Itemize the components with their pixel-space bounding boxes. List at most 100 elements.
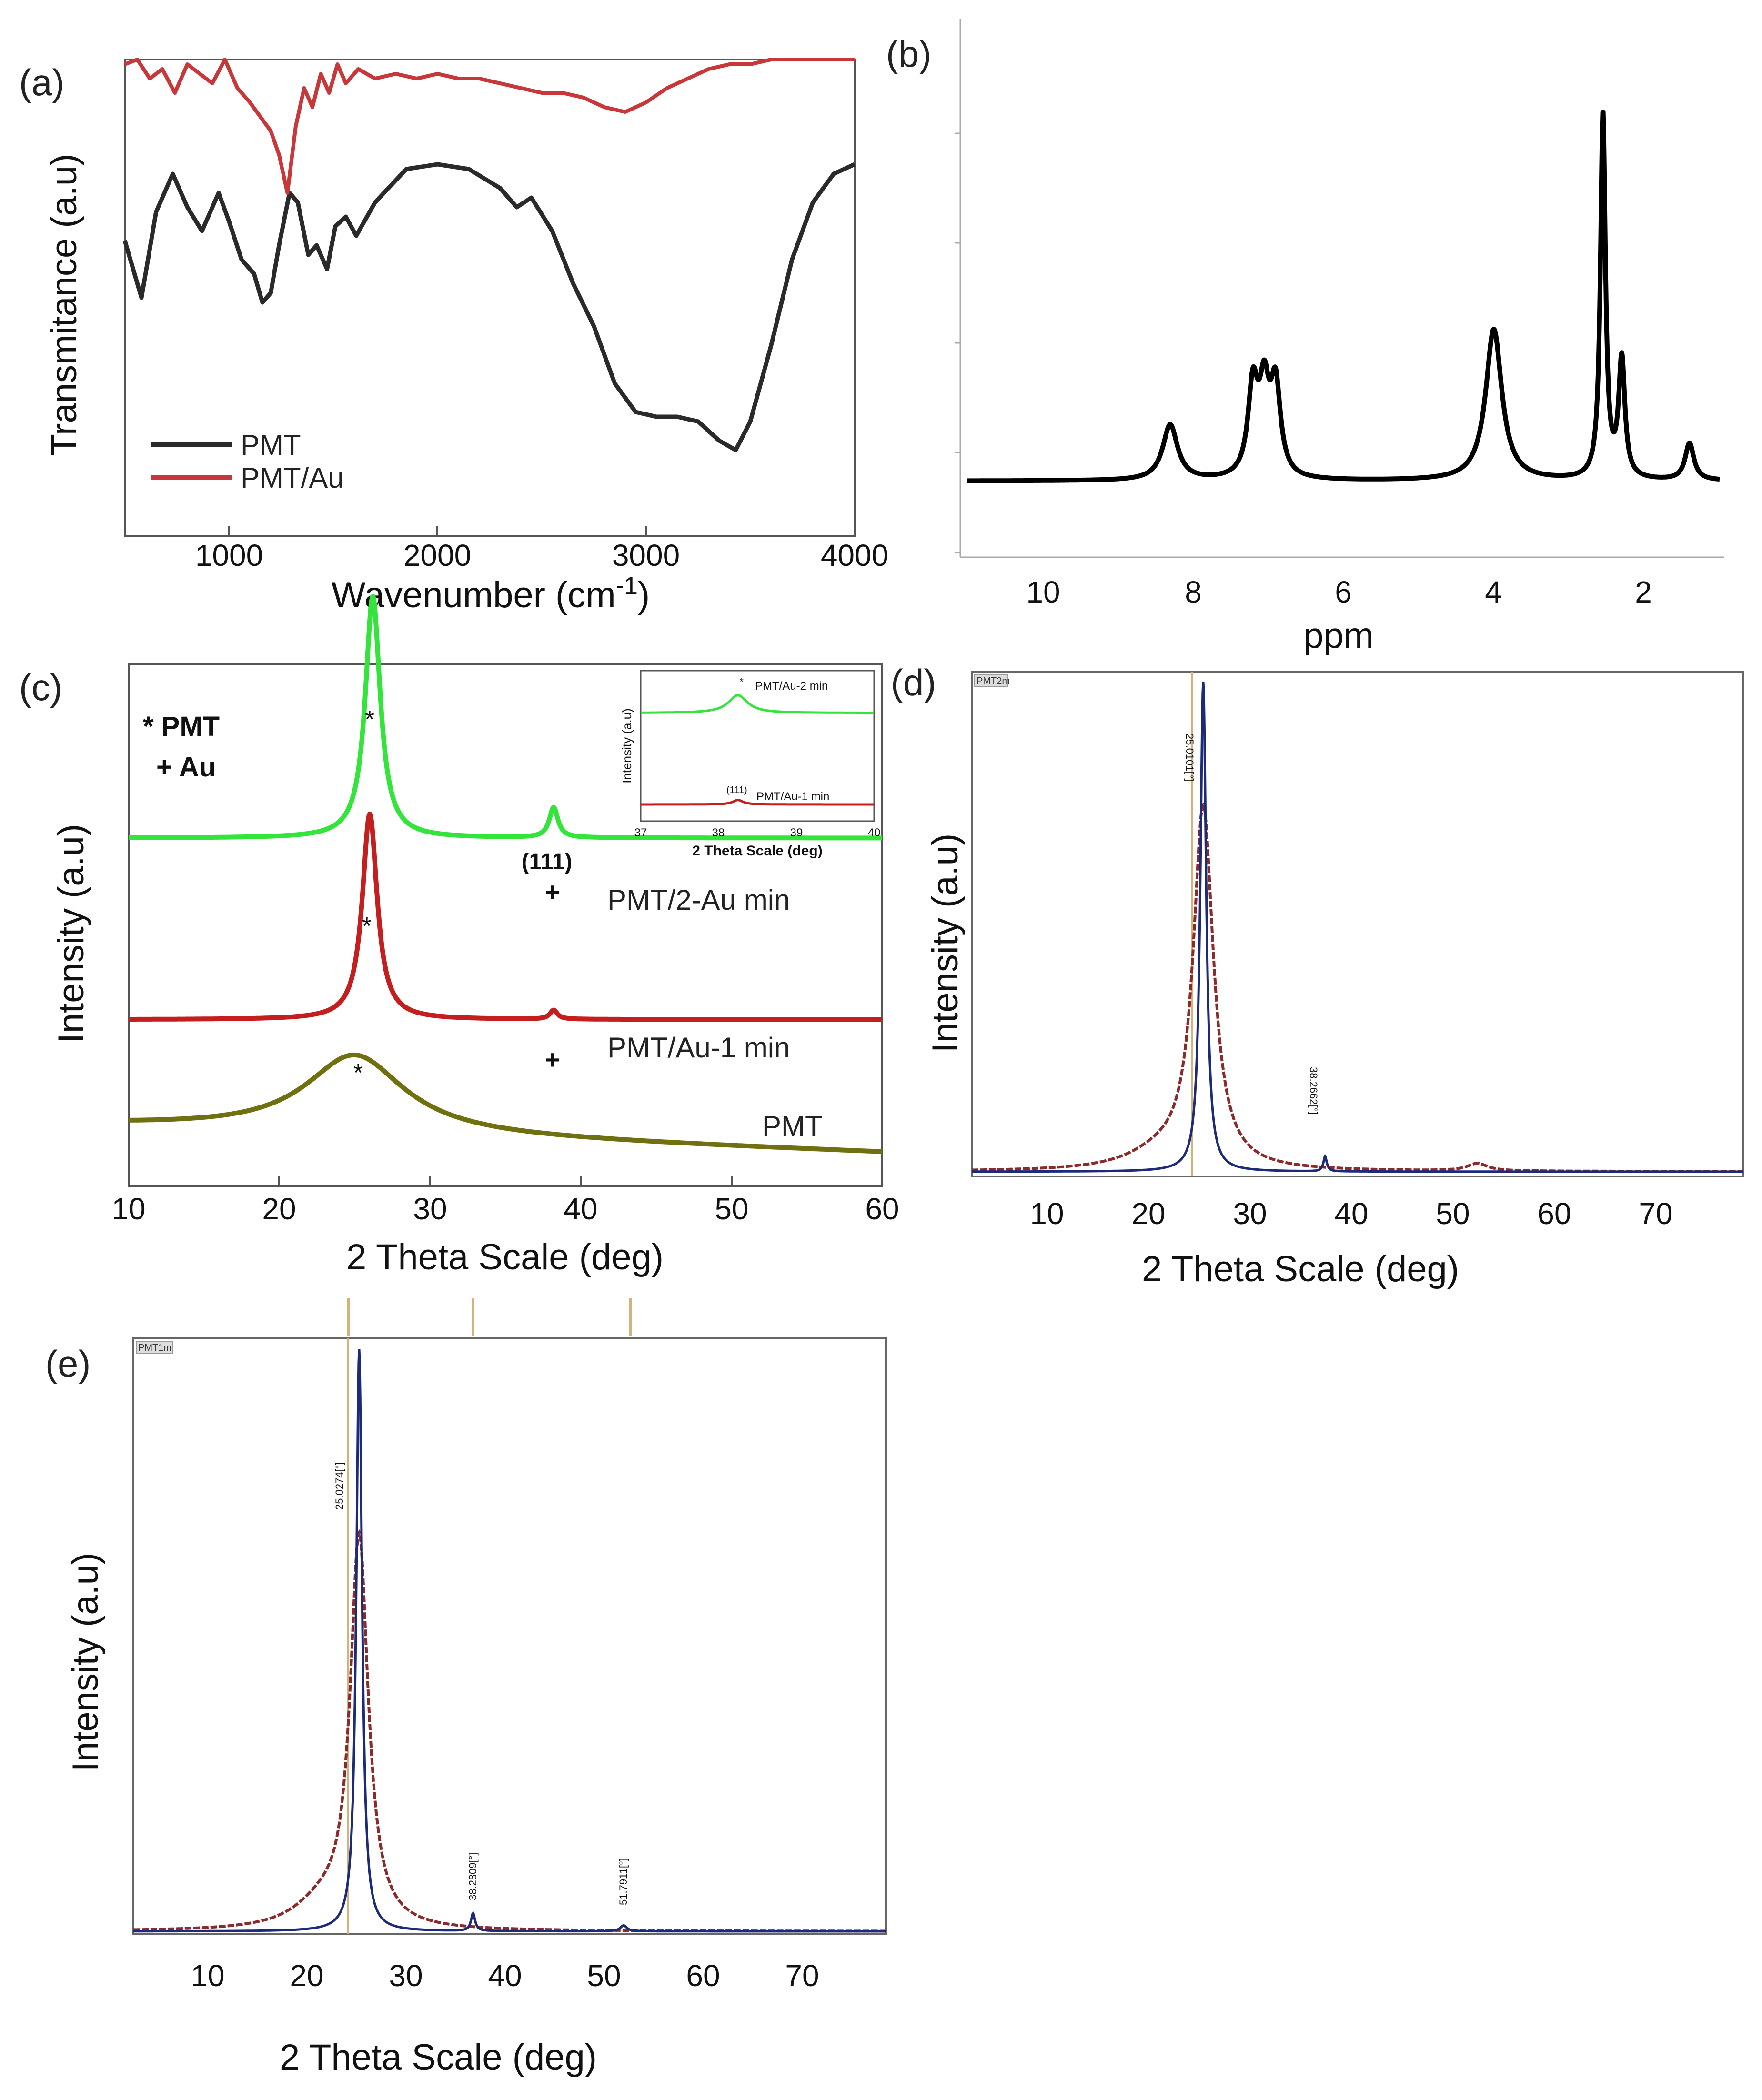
a-xtick-3000: 3000 bbox=[612, 538, 680, 573]
a-xtick-1000: 1000 bbox=[195, 538, 263, 573]
e-reference-marks bbox=[347, 1298, 632, 1336]
panel-a: (a) 1000 2000 3000 4000 Wavenumber (cm-1… bbox=[19, 58, 888, 615]
b-xtick-10: 10 bbox=[1026, 575, 1060, 609]
e-series-fit bbox=[133, 1529, 886, 1933]
c-inset-frame bbox=[640, 670, 875, 822]
d-header-tag: PMT2m bbox=[977, 676, 1010, 686]
c-inset-annotation-111: (111) bbox=[726, 785, 747, 795]
panel-b: (b) 10 8 6 4 2 ppm bbox=[886, 19, 1724, 656]
d-xtick-10: 10 bbox=[1030, 1196, 1064, 1231]
panel-c-frame bbox=[128, 663, 883, 1187]
c-annotation-star-low: * bbox=[353, 1059, 363, 1087]
a-xlabel: Wavenumber (cm-1) bbox=[332, 572, 650, 615]
c-inset-xtick-39: 39 bbox=[790, 826, 803, 839]
d-peak-label-2: 38.2662[°] bbox=[1308, 1067, 1319, 1115]
c-annotation-star-mid: * bbox=[362, 913, 372, 940]
d-xlabel: 2 Theta Scale (deg) bbox=[1142, 1249, 1459, 1289]
c-inset: PMT/Au-2 min PMT/Au-1 min (111) * 37 38 … bbox=[620, 670, 881, 859]
e-xtick-30: 30 bbox=[389, 1959, 423, 1993]
c-annotation-star-top: * bbox=[365, 706, 374, 733]
c-inset-annotation-star: * bbox=[740, 677, 744, 687]
panel-e-label: (e) bbox=[45, 1343, 91, 1385]
panel-d: (d) PMT2m 25.0101[°] 38.2662[°] 10 20 30… bbox=[891, 662, 1744, 1289]
a-legend: PMT PMT/Au bbox=[151, 429, 344, 494]
c-series-pmt bbox=[127, 1052, 884, 1154]
d-xtick-50: 50 bbox=[1436, 1196, 1470, 1231]
e-xlabel: 2 Theta Scale (deg) bbox=[280, 2037, 597, 2078]
d-xtick-40: 40 bbox=[1334, 1196, 1368, 1231]
e-peak-label-2: 38.2809[°] bbox=[467, 1852, 479, 1900]
a-series-pmt-au bbox=[124, 58, 855, 195]
c-label-pmt: PMT bbox=[762, 1110, 823, 1142]
c-xlabel: 2 Theta Scale (deg) bbox=[346, 1237, 664, 1277]
panel-d-frame bbox=[971, 671, 1744, 1177]
e-xtick-60: 60 bbox=[686, 1959, 720, 1993]
d-series-observed bbox=[972, 681, 1743, 1173]
panel-b-label: (b) bbox=[886, 33, 931, 75]
d-xtick-70: 70 bbox=[1639, 1196, 1672, 1231]
panel-c: (c) 10 20 30 40 50 60 2 Theta Scale (deg… bbox=[19, 594, 899, 1277]
c-marker-legend-pmt: * PMT bbox=[143, 711, 220, 742]
c-label-pmt-2-au: PMT/2-Au min bbox=[607, 884, 790, 916]
c-inset-xtick-40: 40 bbox=[868, 826, 881, 839]
panel-e-frame bbox=[132, 1337, 887, 1935]
d-xtick-30: 30 bbox=[1233, 1196, 1267, 1231]
a-xtick-2000: 2000 bbox=[403, 538, 471, 573]
b-xtick-2: 2 bbox=[1635, 575, 1652, 609]
e-peak-label-1: 25.0274[°] bbox=[333, 1462, 345, 1510]
c-annotation-111: (111) bbox=[522, 849, 573, 874]
c-annotation-plus-mid: + bbox=[545, 1045, 561, 1075]
c-xticks-lines bbox=[278, 1176, 733, 1186]
d-series-fit bbox=[972, 802, 1743, 1173]
panel-c-label: (c) bbox=[19, 666, 62, 708]
d-xtick-20: 20 bbox=[1131, 1196, 1165, 1231]
a-legend-pmt-au: PMT/Au bbox=[241, 462, 344, 494]
e-header-tag: PMT1m bbox=[138, 1343, 171, 1353]
b-xtick-4: 4 bbox=[1485, 575, 1502, 609]
c-xtick-50: 50 bbox=[715, 1192, 748, 1226]
c-xtick-30: 30 bbox=[413, 1192, 447, 1226]
c-series-pmt-2-au bbox=[127, 594, 884, 841]
d-xtick-60: 60 bbox=[1537, 1196, 1571, 1231]
c-xtick-60: 60 bbox=[865, 1192, 899, 1226]
c-series-pmt-au-1 bbox=[127, 811, 884, 1022]
panel-e: (e) PMT1m 25.0274[°] 38.2809[°] 51.7911[… bbox=[45, 1298, 887, 2078]
d-peak-label-1: 25.0101[°] bbox=[1184, 733, 1196, 782]
c-inset-xlabel: 2 Theta Scale (deg) bbox=[692, 843, 822, 859]
e-xtick-40: 40 bbox=[488, 1959, 522, 1993]
d-ylabel: Intensity (a.u) bbox=[925, 834, 966, 1053]
c-inset-xtick-37: 37 bbox=[634, 826, 647, 839]
panel-a-xticks: 1000 2000 3000 4000 bbox=[195, 526, 888, 573]
c-inset-xtick-38: 38 bbox=[712, 826, 725, 839]
c-label-pmt-au-1: PMT/Au-1 min bbox=[607, 1032, 790, 1064]
a-ylabel: Transmitance (a.u) bbox=[44, 154, 84, 456]
e-header-tag-box bbox=[136, 1341, 173, 1354]
e-peak-label-3: 51.7911[°] bbox=[617, 1858, 629, 1905]
a-legend-pmt: PMT bbox=[241, 429, 301, 461]
b-yticks bbox=[955, 132, 960, 553]
d-header-tag-box bbox=[974, 674, 1008, 687]
b-xtick-8: 8 bbox=[1185, 575, 1202, 609]
c-inset-series-1min bbox=[641, 799, 874, 806]
c-inset-label-1min: PMT/Au-1 min bbox=[756, 790, 829, 803]
e-xtick-70: 70 bbox=[785, 1959, 819, 1993]
b-xtick-6: 6 bbox=[1335, 575, 1352, 609]
e-xtick-20: 20 bbox=[290, 1959, 323, 1993]
e-xtick-50: 50 bbox=[587, 1959, 621, 1993]
e-xtick-10: 10 bbox=[191, 1959, 224, 1993]
a-series-pmt bbox=[122, 162, 856, 452]
a-xtick-4000: 4000 bbox=[821, 538, 888, 573]
c-marker-legend-au: + Au bbox=[156, 752, 216, 783]
panel-a-label: (a) bbox=[19, 61, 64, 103]
c-xtick-40: 40 bbox=[564, 1192, 597, 1226]
c-xtick-20: 20 bbox=[262, 1192, 296, 1226]
c-inset-ylabel: Intensity (a.u) bbox=[620, 708, 634, 784]
e-series-observed bbox=[133, 1349, 886, 1933]
c-xtick-10: 10 bbox=[111, 1192, 145, 1226]
c-inset-series-2min bbox=[641, 694, 874, 714]
panel-a-frame bbox=[124, 59, 856, 537]
e-ylabel: Intensity (a.u) bbox=[65, 1553, 106, 1772]
c-ylabel: Intensity (a.u) bbox=[51, 824, 91, 1043]
panel-d-label: (d) bbox=[891, 662, 936, 703]
